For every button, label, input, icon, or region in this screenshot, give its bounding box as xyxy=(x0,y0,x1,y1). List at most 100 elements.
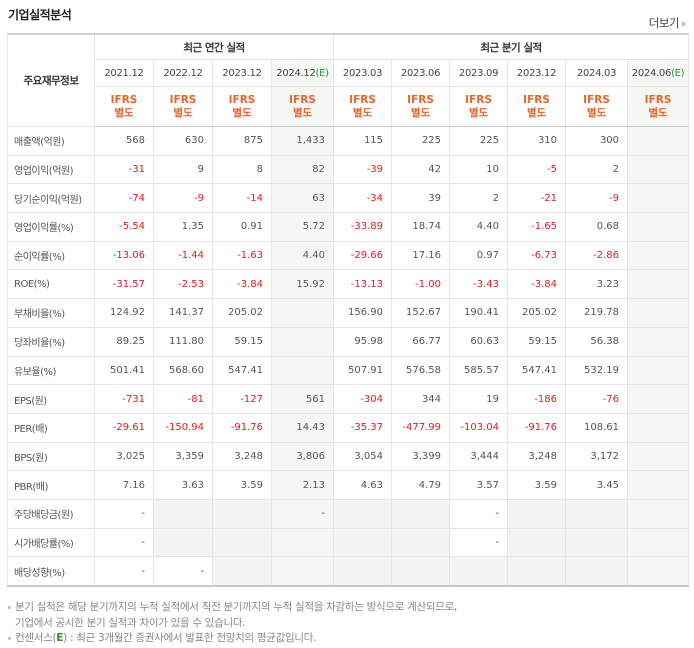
period-header: 2024.03 xyxy=(565,59,629,87)
value-cell: -127 xyxy=(212,384,272,414)
value-cell xyxy=(565,556,629,587)
period-label: 2024.03 xyxy=(576,67,617,79)
value-cell: -31.57 xyxy=(94,269,154,300)
row-label: PER(배) xyxy=(7,412,95,443)
table-row: 주당배당금(원) - - - xyxy=(7,498,690,529)
value-cell: 14.43 xyxy=(270,412,335,443)
table-row: BPS(원) 3,025 3,359 3,248 3,806 3,054 3,399 3,44… xyxy=(7,441,690,472)
period-header: 2023.03 xyxy=(333,59,393,87)
value-cell: 3.45 xyxy=(565,470,629,500)
value-cell: 39 xyxy=(391,183,451,214)
value-cell: -9 xyxy=(565,183,629,214)
value-cell: -186 xyxy=(507,384,567,414)
ifrs-label: IFRS xyxy=(169,93,197,106)
value-cell: -103.04 xyxy=(449,412,509,443)
ifrs-label: IFRS xyxy=(228,93,256,106)
value-cell xyxy=(627,470,690,500)
ifrs-label: IFRS xyxy=(110,93,138,106)
value-cell xyxy=(153,527,213,558)
period-header: 2023.06 xyxy=(391,59,451,87)
value-cell: 156.90 xyxy=(333,298,393,328)
period-header: 2023.12 xyxy=(212,59,272,87)
separate-label: 별도 xyxy=(526,106,547,119)
estimate-mark: E xyxy=(56,632,64,644)
value-cell: 205.02 xyxy=(507,298,567,328)
value-cell xyxy=(627,126,690,156)
value-cell: 7.16 xyxy=(94,470,154,500)
value-cell: -13.13 xyxy=(333,269,393,300)
value-cell xyxy=(627,527,690,558)
row-label: ROE(%) xyxy=(7,269,95,300)
value-cell: 9 xyxy=(153,154,213,185)
row-label: 부채비율(%) xyxy=(7,298,95,328)
value-cell xyxy=(627,269,690,300)
value-cell: -731 xyxy=(94,384,154,414)
triangle-right-icon xyxy=(682,20,686,27)
separate-label: 별도 xyxy=(468,106,489,119)
value-cell xyxy=(507,527,567,558)
period-header: 2023.09 xyxy=(449,59,509,87)
accounting-standard: IFRS 별도 xyxy=(627,86,690,127)
period-label: 2022.12 xyxy=(163,67,203,79)
ifrs-label: IFRS xyxy=(407,93,434,106)
accounting-standard: IFRS 별도 xyxy=(212,86,272,127)
table-row: PBR(배) 7.16 3.63 3.59 2.13 4.63 4.79 3.57 3.59 3.… xyxy=(7,470,690,500)
value-cell: 15.92 xyxy=(270,269,335,300)
value-cell: 2 xyxy=(449,183,509,214)
value-cell: 568 xyxy=(94,126,154,156)
value-cell xyxy=(212,527,272,558)
value-cell: 3,248 xyxy=(212,441,272,472)
value-cell: -14 xyxy=(212,183,272,214)
bullet-icon xyxy=(8,636,11,640)
value-cell: -74 xyxy=(94,183,154,214)
value-cell: -3.43 xyxy=(449,269,509,300)
value-cell: 875 xyxy=(212,126,272,156)
value-cell: 0.68 xyxy=(565,212,629,242)
period-header: 2021.12 xyxy=(94,59,154,87)
period-header: 2024.12(E) xyxy=(270,59,335,87)
value-cell xyxy=(333,527,393,558)
value-cell: -6.73 xyxy=(507,240,567,271)
separate-label: 별도 xyxy=(586,106,607,119)
value-cell: 3,248 xyxy=(507,441,567,472)
value-cell: 63 xyxy=(270,183,335,214)
table-row: 영업이익(억원) -31 9 8 82 -39 42 10 -5 2 xyxy=(7,154,690,185)
value-cell xyxy=(627,183,690,214)
more-link[interactable]: 더보기 xyxy=(649,15,686,31)
table-row: 시가배당률(%) - - xyxy=(7,527,690,558)
value-cell: 115 xyxy=(333,126,393,156)
separate-label: 별도 xyxy=(173,106,193,119)
value-cell: 501.41 xyxy=(94,355,154,386)
value-cell xyxy=(627,412,690,443)
value-cell: 3.63 xyxy=(153,470,213,500)
value-cell: 3,444 xyxy=(449,441,509,472)
value-cell: 59.15 xyxy=(212,326,272,357)
value-cell: -2.53 xyxy=(153,269,213,300)
value-cell: -21 xyxy=(507,183,567,214)
value-cell: -1.00 xyxy=(391,269,451,300)
value-cell: 17.16 xyxy=(391,240,451,271)
row-label: BPS(원) xyxy=(7,441,95,472)
period-header: 2023.12 xyxy=(507,59,567,87)
value-cell xyxy=(627,498,690,529)
ifrs-label: IFRS xyxy=(465,93,492,106)
value-cell: -5 xyxy=(507,154,567,185)
period-label: 2023.09 xyxy=(458,67,499,79)
value-cell xyxy=(627,240,690,271)
accounting-standard: IFRS 별도 xyxy=(565,86,629,127)
value-cell: - xyxy=(153,556,213,587)
quarterly-group-header: 최근 분기 실적 xyxy=(333,33,690,60)
ifrs-label: IFRS xyxy=(644,93,672,106)
value-cell xyxy=(565,527,629,558)
value-cell xyxy=(627,326,690,357)
table-row: 당좌비율(%) 89.25 111.80 59.15 95.98 66.77 60.63 59… xyxy=(7,326,690,357)
table-row: 당기순이익(억원) -74 -9 -14 63 -34 39 2 -21 -9 xyxy=(7,183,690,214)
value-cell: 585.57 xyxy=(449,355,509,386)
footnote-text: 컨센서스( xyxy=(15,632,57,644)
row-label: EPS(원) xyxy=(7,384,95,414)
value-cell: 1.35 xyxy=(153,212,213,242)
value-cell: 60.63 xyxy=(449,326,509,357)
row-label: 영업이익(억원) xyxy=(7,154,95,185)
ifrs-label: IFRS xyxy=(349,93,376,106)
value-cell xyxy=(391,527,451,558)
